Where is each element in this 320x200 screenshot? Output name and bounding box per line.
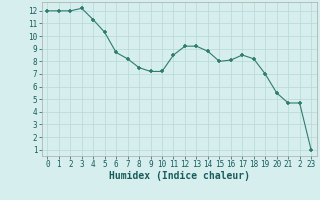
- X-axis label: Humidex (Indice chaleur): Humidex (Indice chaleur): [109, 171, 250, 181]
